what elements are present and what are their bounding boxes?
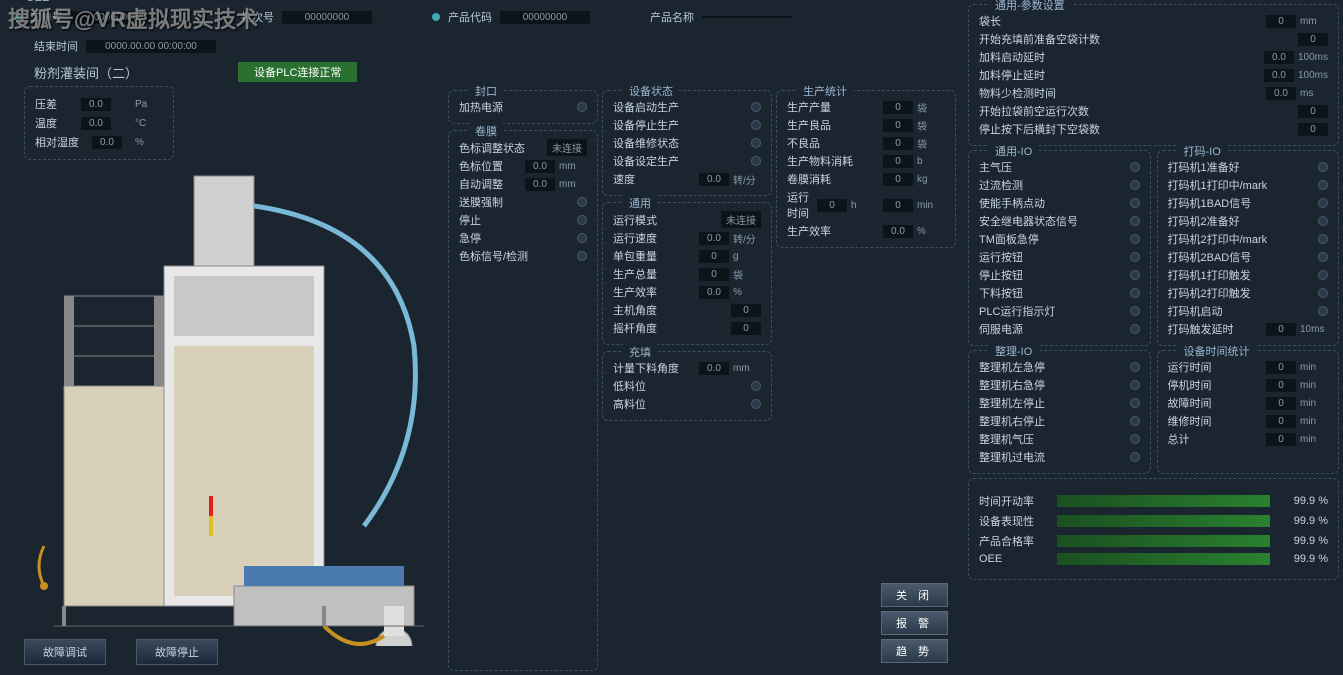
general-panel: 通用 运行模式未连接 运行速度0.0转/分 单包重量0g 生产总量0袋 生产效率… — [602, 202, 772, 345]
machine-area: 压差0.0Pa 温度0.0°C 相对湿度0.0% 故障调试 故障停止 — [4, 86, 444, 671]
seal-panel: 封口 加热电源 — [448, 90, 598, 124]
endtime-value: 0000.00.00 00:00:00 — [86, 40, 216, 53]
trend-button[interactable]: 趋 势 — [881, 639, 948, 663]
production-panel: 生产统计 生产产量0袋 生产良品0袋 不良品0袋 生产物料消耗0b 卷膜消耗0k… — [776, 90, 956, 248]
fill-panel: 充填 计量下料角度0.0mm 低料位 高料位 — [602, 351, 772, 421]
io-general-panel: 通用-IO 主气压 过流检测 使能手柄点动 安全继电器状态信号 TM面板急停 运… — [968, 150, 1151, 346]
prodname-value — [702, 16, 792, 18]
prodname-label: 产品名称 — [650, 9, 694, 25]
endtime-label: 结束时间 — [34, 38, 78, 54]
debug-button[interactable]: 故障调试 — [24, 639, 106, 665]
room-title: 粉剂灌装间（二） — [34, 63, 138, 82]
prodcode-label: 产品代码 — [448, 9, 492, 25]
close-button[interactable]: 关 闭 — [881, 583, 948, 607]
io-sort-panel: 整理-IO 整理机左急停 整理机右急停 整理机左停止 整理机右停止 整理机气压 … — [968, 350, 1151, 474]
io-print-panel: 打码-IO 打码机1准备好 打码机1打印中/mark 打码机1BAD信号 打码机… — [1157, 150, 1340, 346]
time-stats-panel: 设备时间统计 运行时间0min 停机时间0min 故障时间0min 维修时间0m… — [1157, 350, 1340, 474]
machine-illustration — [14, 146, 434, 646]
params-panel: 通用-参数设置 袋长0mm 开始充填前准备空袋计数0 加料启动延时0.0100m… — [968, 4, 1339, 146]
oee-panel: OEE 时间开动率99.9 % 设备表现性99.9 % 产品合格率99.9 % … — [968, 478, 1339, 580]
prodcode-value: 00000000 — [500, 11, 590, 24]
film-panel: 卷膜 色标调整状态未连接 色标位置0.0mm 自动调整0.0mm 送膜强制 停止… — [448, 130, 598, 671]
subheader: 结束时间 0000.00.00 00:00:00 — [4, 34, 964, 58]
plc-status: 设备PLC连接正常 — [238, 62, 357, 82]
alarm-button[interactable]: 报 警 — [881, 611, 948, 635]
device-panel: 设备状态 设备启动生产 设备停止生产 设备维修状态 设备设定生产 速度0.0转/… — [602, 90, 772, 196]
stop-button[interactable]: 故障停止 — [136, 639, 218, 665]
watermark: 搜狐号@VR虚拟现实技术 — [8, 2, 258, 34]
batch-value: 00000000 — [282, 11, 372, 24]
